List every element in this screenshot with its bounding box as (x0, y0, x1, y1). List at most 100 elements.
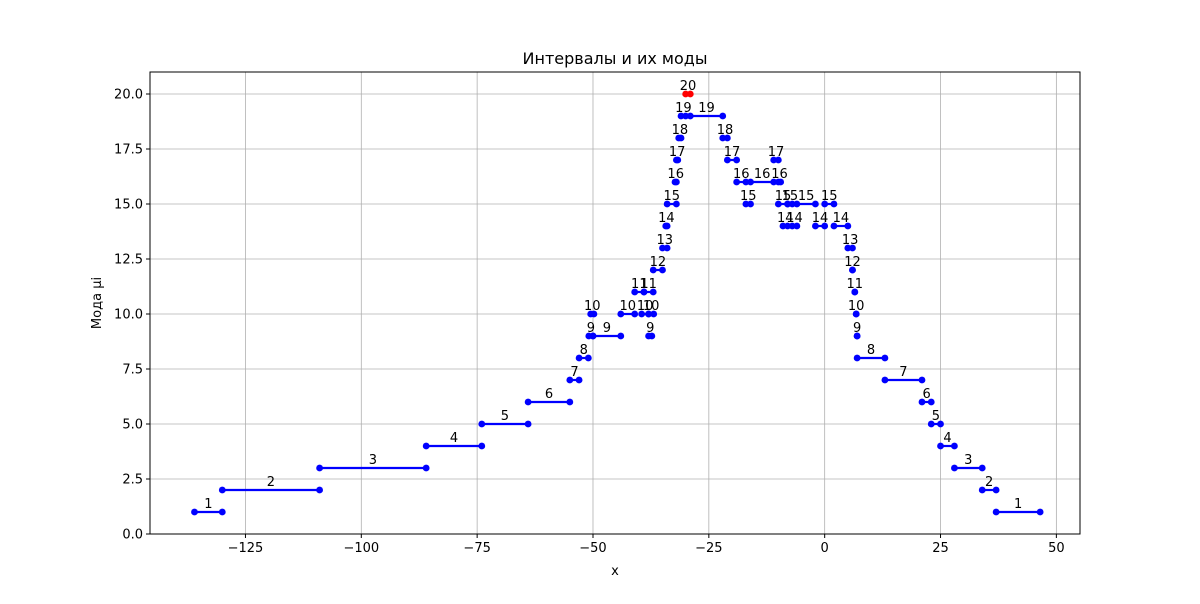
interval-end-point (575, 376, 583, 384)
interval-start-point (566, 376, 574, 384)
interval-end-point (478, 442, 486, 450)
interval-mode-label: 6 (545, 387, 553, 402)
interval-mode-label: 15 (782, 189, 799, 204)
interval-end-point (777, 178, 785, 186)
interval-end-point (723, 134, 731, 142)
interval-end-point (566, 398, 574, 406)
interval-end-point (590, 310, 598, 318)
plot-frame (149, 71, 1081, 535)
interval-start-point (686, 112, 694, 120)
interval-start-point (640, 288, 648, 296)
interval-end-point (674, 156, 682, 164)
interval-start-point (951, 464, 958, 472)
interval-start-point (812, 222, 819, 230)
interval-mode-label: 11 (631, 277, 648, 292)
interval-mode-label: 7 (899, 365, 907, 380)
interval-mode-label: 3 (964, 453, 972, 468)
interval-mode-label: 16 (754, 167, 771, 182)
interval-end-point (719, 112, 727, 120)
interval-start-point (589, 332, 597, 340)
chart-title: Интервалы и их моды (523, 49, 708, 68)
interval-mode-label: 1 (1014, 497, 1022, 512)
interval-end-point (978, 464, 986, 472)
interval-end-point (852, 310, 860, 318)
interval-mode-label: 20 (680, 79, 697, 94)
interval-mode-label: 14 (812, 211, 829, 226)
interval-start-point (793, 200, 801, 208)
interval-mode-label: 14 (833, 211, 850, 226)
interval-start-point (992, 508, 1000, 516)
interval-mode-label: 15 (663, 189, 680, 204)
interval-mode-label: 16 (771, 167, 788, 182)
interval-end-point (918, 376, 926, 384)
interval-mode-label: 15 (798, 189, 815, 204)
interval-mode-label: 16 (667, 167, 684, 182)
interval-mode-label: 10 (637, 299, 654, 314)
axis-layer: −125 −100 −75 −50 −25 0 25 500.02.55.07.510.012… (114, 88, 1065, 557)
interval-end-point (812, 200, 819, 208)
interval-mode-label: 8 (580, 343, 588, 358)
interval-start-point (723, 156, 731, 164)
interval-end-point (677, 134, 685, 142)
interval-mode-label: 9 (853, 321, 861, 336)
interval-start-point (617, 310, 625, 318)
y-tick-label: 20.0 (114, 88, 143, 103)
interval-end-point (992, 486, 1000, 494)
interval-start-point (218, 486, 226, 494)
interval-start-point (575, 354, 583, 362)
interval-end-point (218, 508, 226, 516)
interval-mode-label: 9 (587, 321, 595, 336)
interval-start-point (830, 222, 838, 230)
interval-start-point (631, 288, 639, 296)
interval-start-point (733, 178, 741, 186)
interval-mode-label: 7 (570, 365, 578, 380)
y-axis-label: Мода μi (90, 277, 105, 329)
interval-mode-label: 9 (646, 321, 654, 336)
interval-start-point (853, 354, 861, 362)
interval-start-point (524, 398, 532, 406)
interval-end-point (650, 310, 658, 318)
interval-end-point (648, 332, 656, 340)
interval-mode-label: 18 (672, 123, 689, 138)
x-tick-label: −100 (343, 541, 379, 556)
interval-end-point (663, 222, 671, 230)
interval-mode-label: 2 (985, 475, 993, 490)
interval-mode-label: 11 (640, 277, 657, 292)
interval-start-point (663, 200, 671, 208)
interval-end-point (617, 332, 625, 340)
interval-mode-label: 8 (867, 343, 875, 358)
interval-mode-label: 19 (698, 101, 715, 116)
y-tick-label: 17.5 (114, 143, 143, 158)
interval-mode-label: 11 (847, 277, 864, 292)
interval-end-point (951, 442, 958, 450)
interval-end-point (524, 420, 532, 428)
interval-end-point (584, 354, 592, 362)
interval-end-point (316, 486, 323, 494)
interval-end-point (1036, 508, 1044, 516)
interval-mode-label: 5 (501, 409, 509, 424)
interval-start-point (821, 200, 829, 208)
x-tick-label: 25 (932, 541, 949, 556)
interval-end-point (849, 266, 856, 274)
interval-mode-label: 13 (842, 233, 859, 248)
interval-end-point (422, 464, 430, 472)
x-tick-label: −125 (228, 541, 264, 556)
x-tick-label: −50 (579, 541, 606, 556)
y-tick-label: 2.5 (122, 473, 143, 488)
interval-end-point (686, 90, 694, 98)
interval-mode-label: 4 (450, 431, 458, 446)
interval-end-point (659, 266, 666, 274)
x-tick-label: 50 (1048, 541, 1065, 556)
interval-end-point (733, 156, 741, 164)
x-tick-label: 0 (821, 541, 829, 556)
interval-mode-label: 2 (267, 475, 275, 490)
interval-start-point (774, 200, 782, 208)
y-tick-label: 10.0 (114, 308, 143, 323)
y-tick-label: 12.5 (114, 253, 143, 268)
interval-end-point (844, 222, 852, 230)
interval-end-point (747, 200, 754, 208)
interval-end-point (821, 222, 829, 230)
interval-end-point (649, 288, 657, 296)
